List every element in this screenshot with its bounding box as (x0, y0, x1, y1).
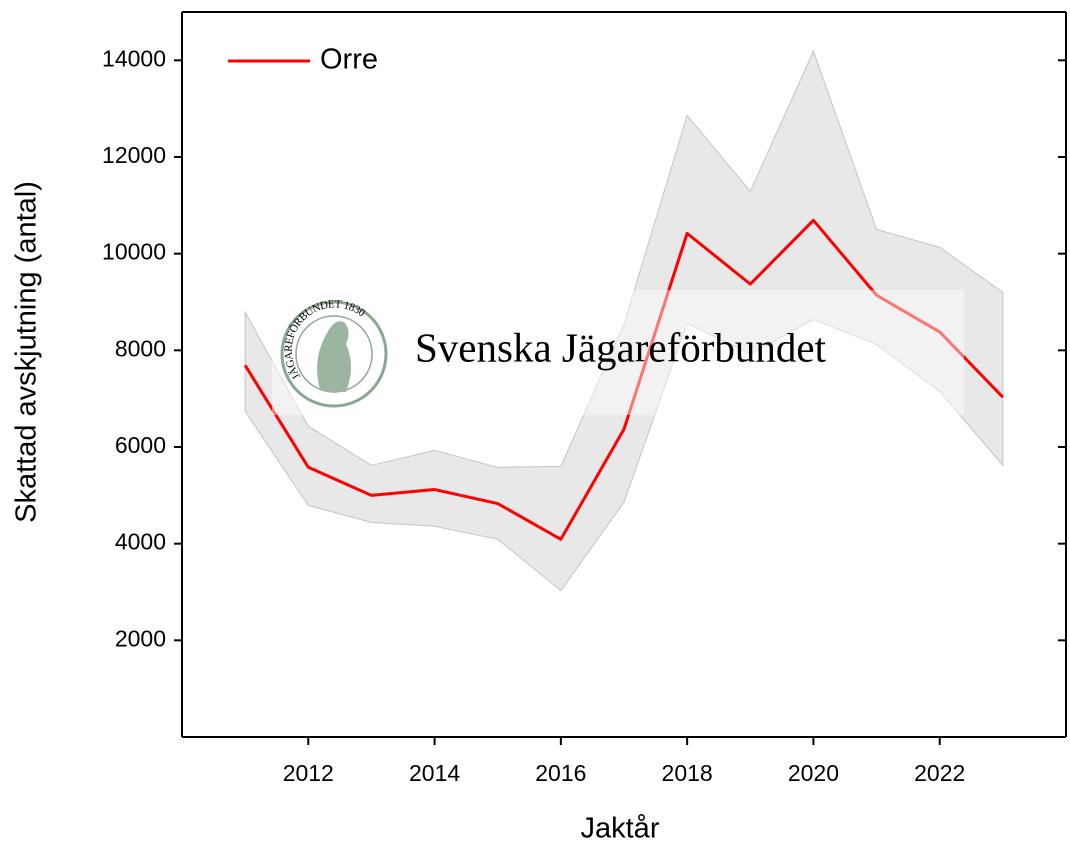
y-tick-label: 2000 (115, 625, 166, 651)
x-tick-label: 2012 (283, 760, 334, 786)
x-tick-label: 2014 (409, 760, 460, 786)
y-tick-label: 12000 (102, 142, 166, 168)
watermark-eagle (317, 321, 351, 392)
watermark-seal-inner (295, 315, 373, 393)
confidence-band (244, 49, 1004, 592)
x-tick-label: 2020 (788, 760, 839, 786)
x-axis-label: Jaktår (581, 813, 660, 843)
x-tick-label: 2022 (914, 760, 965, 786)
data-line (243, 218, 1004, 541)
y-tick-label: 6000 (115, 432, 166, 458)
watermark-text: Svenska Jägareförbundet (415, 324, 827, 370)
y-axis-label: Skattad avskjutning (antal) (11, 181, 43, 523)
x-tick-label: 2016 (535, 760, 586, 786)
watermark-seal (280, 300, 388, 408)
y-tick-label: 4000 (115, 529, 166, 555)
y-tick-label: 14000 (102, 45, 166, 71)
y-tick-label: 8000 (115, 335, 166, 361)
x-tick-label: 2018 (662, 760, 713, 786)
legend-label: Orre (320, 44, 378, 76)
y-tick-label: 10000 (102, 239, 166, 265)
